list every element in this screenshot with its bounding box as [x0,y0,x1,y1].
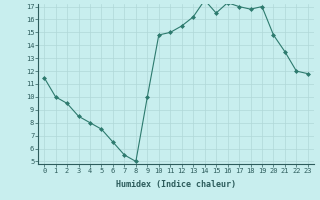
X-axis label: Humidex (Indice chaleur): Humidex (Indice chaleur) [116,180,236,189]
